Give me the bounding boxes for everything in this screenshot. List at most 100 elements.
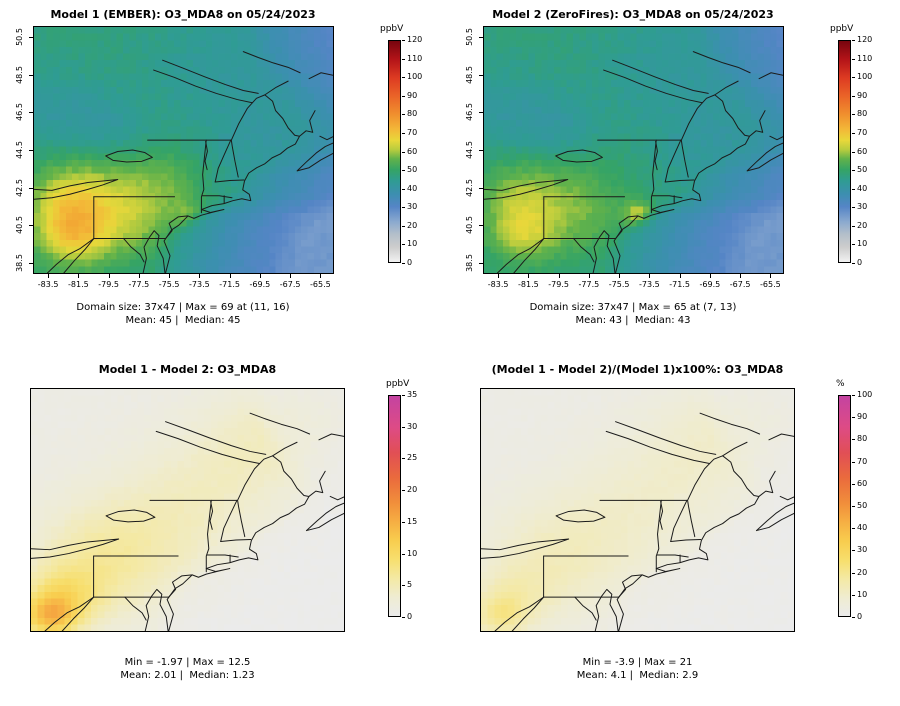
- boundary-path: [47, 239, 93, 273]
- y-axis-tick-mark: [29, 187, 33, 189]
- x-axis-tick-mark: [558, 274, 560, 278]
- y-axis-tick-mark: [479, 150, 483, 151]
- panel-title: Model 1 - Model 2: O3_MDA8: [98, 363, 277, 376]
- colorbar-tick-mark: [402, 458, 405, 460]
- colorbar-tick-mark: [402, 114, 405, 116]
- boundary-path: [655, 141, 657, 169]
- colorbar-tick-label: 20: [857, 567, 868, 577]
- boundary-path: [660, 502, 663, 530]
- boundary-path: [265, 81, 315, 132]
- caption-domain-stats: Domain size: 37x47 | Max = 69 at (11, 16…: [76, 302, 290, 313]
- boundary-path: [614, 131, 763, 273]
- panel-model1: Model 1 (EMBER): O3_MDA8 on 05/24/2023 p…: [0, 0, 450, 353]
- boundary-path: [273, 442, 326, 492]
- colorbar-tick-label: 70: [407, 127, 418, 137]
- y-axis-tick-mark: [479, 187, 483, 189]
- colorbar-tick-label: 5: [407, 580, 413, 590]
- x-axis-tick-label: -75.5: [158, 280, 180, 289]
- colorbar-tick-label: 35: [407, 390, 418, 399]
- colorbar-tick-mark: [402, 263, 405, 264]
- colorbar-tick-label: 90: [857, 412, 868, 422]
- colorbar-tick-mark: [852, 506, 855, 507]
- x-axis-tick-mark: [78, 274, 80, 278]
- boundary-path: [723, 442, 776, 492]
- boundary-path: [221, 540, 251, 542]
- boundary-path: [143, 231, 165, 273]
- panel-title: (Model 1 - Model 2)/(Model 1)x100%: O3_M…: [491, 363, 784, 376]
- colorbar-tick-mark: [852, 207, 855, 209]
- colorbar-tick-mark: [852, 114, 855, 116]
- boundary-path: [604, 60, 709, 103]
- colorbar-tick-label: 0: [407, 612, 413, 621]
- boundary-path: [34, 180, 118, 200]
- boundary-path: [484, 180, 568, 200]
- x-axis-tick-label: -73.5: [189, 280, 210, 289]
- boundary-path: [243, 52, 333, 79]
- x-axis-tick-label: -83.5: [37, 280, 59, 289]
- colorbar-tick-label: 100: [857, 72, 873, 82]
- colorbar-tick-mark: [402, 426, 405, 428]
- x-axis-tick-mark: [528, 274, 530, 278]
- y-axis-tick-label: 46.5: [465, 103, 474, 122]
- boundary-path: [206, 500, 211, 571]
- y-axis-tick-label: 44.5: [465, 141, 474, 159]
- boundary-path: [106, 150, 153, 162]
- colorbar: [838, 40, 851, 263]
- boundary-path: [215, 140, 231, 182]
- x-axis-tick-label: -69.5: [249, 280, 271, 289]
- colorbar-tick-label: 50: [857, 501, 868, 510]
- x-axis-tick-label: -81.5: [518, 280, 539, 289]
- colorbar-unit-label: ppbV: [830, 24, 854, 34]
- x-axis-tick-label: -83.5: [487, 280, 509, 289]
- colorbar-tick-mark: [852, 550, 855, 552]
- colorbar: [838, 395, 851, 617]
- colorbar-unit-label: %: [836, 379, 845, 389]
- colorbar-tick-label: 110: [407, 53, 423, 63]
- colorbar-tick-mark: [852, 263, 855, 264]
- boundary-path: [681, 95, 749, 177]
- colorbar-tick-label: 20: [407, 220, 418, 230]
- caption-domain-stats: Domain size: 37x47 | Max = 65 at (7, 13): [529, 302, 737, 313]
- colorbar-tick-label: 100: [407, 72, 423, 82]
- colorbar-tick-label: 20: [407, 485, 418, 495]
- boundary-path: [164, 131, 313, 273]
- map-model2: [483, 26, 784, 274]
- caption-mean-median: Mean: 2.01 | Median: 1.23: [120, 670, 255, 681]
- colorbar-tick-label: 30: [857, 202, 868, 212]
- colorbar-unit-label: ppbV: [380, 24, 404, 34]
- x-axis-tick-mark: [709, 274, 711, 278]
- boundary-path: [619, 575, 642, 597]
- y-axis-tick-mark: [29, 112, 33, 114]
- x-axis-tick-label: -81.5: [68, 280, 89, 289]
- boundary-path: [575, 597, 596, 620]
- colorbar-tick-label: 60: [407, 146, 418, 156]
- colorbar-tick-mark: [402, 95, 405, 97]
- boundary-path: [125, 597, 146, 620]
- x-axis-tick-mark: [169, 274, 171, 278]
- x-axis-tick-mark: [48, 274, 50, 278]
- colorbar-tick-mark: [852, 594, 855, 596]
- x-axis-tick-mark: [199, 274, 201, 278]
- x-axis-tick-mark: [229, 274, 231, 278]
- colorbar-tick-label: 110: [857, 53, 873, 63]
- boundary-path: [556, 150, 603, 162]
- x-axis-tick-mark: [649, 274, 651, 278]
- y-axis-tick-mark: [29, 262, 33, 264]
- colorbar-tick-label: 10: [857, 239, 868, 249]
- y-axis-tick-label: 42.5: [15, 178, 24, 197]
- colorbar: [388, 40, 401, 263]
- colorbar-tick-label: 70: [857, 127, 868, 137]
- colorbar-tick-mark: [852, 528, 855, 530]
- y-axis-tick-mark: [479, 74, 483, 76]
- caption-mean-median: Mean: 45 | Median: 45: [125, 315, 241, 326]
- colorbar-tick-mark: [852, 40, 855, 41]
- boundary-path: [574, 239, 594, 262]
- boundary-path: [616, 216, 638, 239]
- colorbar-tick-mark: [402, 207, 405, 209]
- boundary-path: [205, 141, 207, 169]
- colorbar-tick-label: 80: [407, 109, 418, 119]
- caption-min-max: Min = -1.97 | Max = 12.5: [124, 657, 251, 668]
- boundary-path: [700, 413, 794, 440]
- map-boundaries: [31, 389, 344, 631]
